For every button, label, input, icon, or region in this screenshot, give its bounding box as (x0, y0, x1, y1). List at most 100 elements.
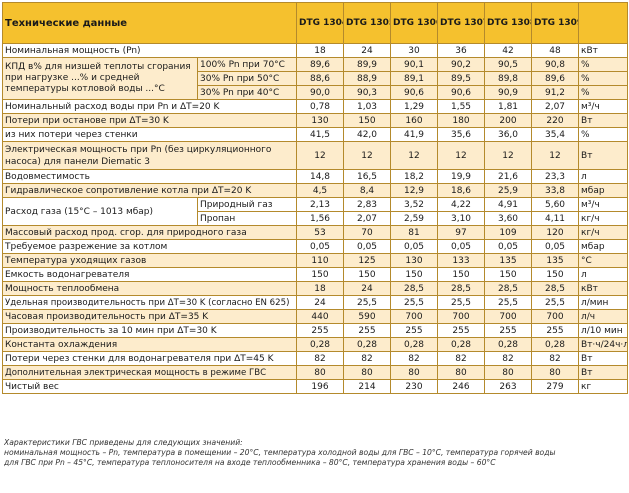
value-cell: 150 (437, 267, 486, 282)
value-cell: 25,5 (531, 295, 580, 310)
row-label: Часовая производительность при ΔT=35 K (1, 309, 298, 324)
value-cell: 255 (296, 323, 345, 338)
value-cell: 2,13 (296, 197, 345, 212)
value-cell: 255 (484, 323, 533, 338)
value-cell: 1,55 (437, 99, 486, 114)
value-cell: 220 (531, 113, 580, 128)
value-cell: 214 (343, 379, 392, 394)
row-label: Массовый расход прод. сгор. для природно… (1, 225, 298, 240)
row-specific-output: Удельная производительность при ΔT=30 K … (1, 295, 629, 310)
row-elec-power: Электрическая мощность при Pn (без цирку… (1, 141, 629, 170)
value-cell: 130 (390, 253, 439, 268)
unit-cell: л (578, 169, 629, 184)
footnote-line-3: для ГВС при Pn – 45°C, температура тепло… (4, 458, 496, 467)
value-cell: 1,29 (390, 99, 439, 114)
unit-cell: кг (578, 379, 629, 394)
value-cell: 135 (484, 253, 533, 268)
value-cell: 2,59 (390, 211, 439, 226)
row-dhw-elec: Дополнительная электрическая мощность в … (1, 365, 629, 380)
unit-cell: мбар (578, 239, 629, 254)
unit-cell: м³/ч (578, 197, 629, 212)
value-cell: 89,1 (390, 71, 439, 86)
value-cell: 30 (390, 43, 439, 58)
value-cell: 0,05 (343, 239, 392, 254)
unit-cell: % (578, 127, 629, 142)
value-cell: 133 (437, 253, 486, 268)
value-cell: 0,05 (484, 239, 533, 254)
value-cell: 90,6 (390, 85, 439, 100)
value-cell: 255 (531, 323, 580, 338)
value-cell: 90,6 (437, 85, 486, 100)
value-cell: 90,8 (531, 57, 580, 72)
value-cell: 12 (484, 141, 533, 170)
unit-cell: Вт (578, 141, 629, 170)
value-cell: 24 (343, 281, 392, 296)
sub-label: 100% Pn при 70°C (196, 57, 298, 72)
value-cell: 90,3 (343, 85, 392, 100)
value-cell: 150 (484, 267, 533, 282)
spec-table: Технические данные DTG 1304/B 150 DTG 13… (1, 2, 629, 394)
value-cell: 80 (296, 365, 345, 380)
value-cell: 0,78 (296, 99, 345, 114)
value-cell: 12 (390, 141, 439, 170)
value-cell: 109 (484, 225, 533, 240)
value-cell: 1,81 (484, 99, 533, 114)
value-cell: 150 (296, 267, 345, 282)
unit-cell: % (578, 71, 629, 86)
row-flue-temp: Температура уходящих газов 110 125 130 133 1… (1, 253, 629, 268)
row-eff-30-40: 30% Pn при 40°C 90,0 90,3 90,6 90,6 90,9 91,2% (3, 85, 629, 100)
value-cell: 16,5 (343, 169, 392, 184)
value-cell: 2,07 (343, 211, 392, 226)
value-cell: 35,6 (437, 127, 486, 142)
value-cell: 0,28 (531, 337, 580, 352)
unit-cell: °C (578, 253, 629, 268)
unit-cell: л/10 мин (578, 323, 629, 338)
row-label: из них потери через стенки (1, 127, 298, 142)
value-cell: 19,9 (437, 169, 486, 184)
unit-cell: Вт (578, 365, 629, 380)
value-cell: 1,56 (296, 211, 345, 226)
unit-cell: % (578, 57, 629, 72)
value-cell: 3,10 (437, 211, 486, 226)
value-cell: 24 (296, 295, 345, 310)
value-cell: 80 (484, 365, 533, 380)
row-output-10min: Производительность за 10 мин при ΔT=30 K… (1, 323, 629, 338)
row-label: Номинальный расход воды при Pn и ΔT=20 K (1, 99, 298, 114)
value-cell: 196 (296, 379, 345, 394)
row-label: Потери через стенки для водонагревателя … (1, 351, 298, 366)
unit-cell: м³/ч (578, 99, 629, 114)
value-cell: 88,9 (343, 71, 392, 86)
row-weight: Чистый вес 196 214 230 246 263 279 кг (1, 379, 629, 394)
value-cell: 89,6 (296, 57, 345, 72)
row-dhw-wall-loss: Потери через стенки для водонагревателя … (1, 351, 629, 366)
value-cell: 88,6 (296, 71, 345, 86)
unit-cell: л (578, 267, 629, 282)
model-1305: DTG 1305/B 150 (343, 2, 392, 44)
value-cell: 25,5 (484, 295, 533, 310)
sub-label: 30% Pn при 40°C (196, 85, 298, 100)
unit-cell: кг/ч (578, 211, 629, 226)
value-cell: 279 (531, 379, 580, 394)
value-cell: 28,5 (437, 281, 486, 296)
value-cell: 89,5 (437, 71, 486, 86)
row-label: Производительность за 10 мин при ΔT=30 K (1, 323, 298, 338)
value-cell: 21,6 (484, 169, 533, 184)
value-cell: 90,9 (484, 85, 533, 100)
value-cell: 4,91 (484, 197, 533, 212)
row-label: Потери при останове при ΔT=30 K (1, 113, 298, 128)
unit-cell: % (578, 85, 629, 100)
value-cell: 90,1 (390, 57, 439, 72)
unit-cell: кВт (578, 43, 629, 58)
row-standby-loss: Потери при останове при ΔT=30 K 130 150 16… (1, 113, 629, 128)
value-cell: 90,2 (437, 57, 486, 72)
unit-header (578, 2, 629, 44)
row-gas-natural: Расход газа (15°C – 1013 мбар) Природный… (2, 197, 629, 226)
value-cell: 18,2 (390, 169, 439, 184)
footnote-line-2: номинальная мощность – Pn, температура в… (4, 448, 556, 457)
value-cell: 160 (390, 113, 439, 128)
unit-cell: л/мин (578, 295, 629, 310)
value-cell: 255 (437, 323, 486, 338)
value-cell: 2,83 (343, 197, 392, 212)
sub-label: Пропан (196, 211, 298, 226)
